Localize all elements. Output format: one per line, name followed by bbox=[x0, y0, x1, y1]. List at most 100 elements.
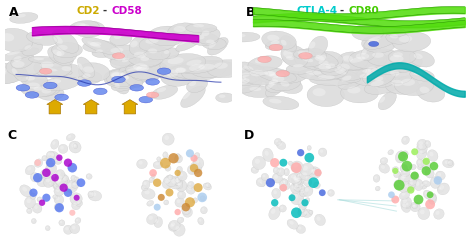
Ellipse shape bbox=[71, 175, 76, 181]
Ellipse shape bbox=[186, 184, 195, 194]
Ellipse shape bbox=[265, 73, 301, 91]
Ellipse shape bbox=[186, 149, 194, 158]
Ellipse shape bbox=[47, 160, 50, 163]
FancyArrow shape bbox=[122, 100, 138, 114]
Ellipse shape bbox=[110, 32, 132, 45]
Ellipse shape bbox=[315, 55, 327, 61]
Ellipse shape bbox=[297, 178, 300, 181]
Ellipse shape bbox=[144, 182, 147, 185]
Ellipse shape bbox=[62, 175, 69, 181]
Ellipse shape bbox=[177, 183, 180, 186]
Ellipse shape bbox=[182, 92, 191, 99]
Ellipse shape bbox=[252, 156, 265, 170]
Ellipse shape bbox=[56, 204, 59, 207]
Ellipse shape bbox=[22, 187, 27, 191]
Ellipse shape bbox=[25, 92, 39, 98]
Ellipse shape bbox=[67, 163, 77, 173]
Ellipse shape bbox=[392, 196, 399, 204]
Ellipse shape bbox=[110, 55, 140, 66]
Ellipse shape bbox=[309, 51, 343, 69]
Ellipse shape bbox=[445, 161, 449, 164]
Ellipse shape bbox=[46, 163, 56, 174]
Ellipse shape bbox=[165, 165, 171, 171]
Ellipse shape bbox=[272, 76, 284, 82]
Ellipse shape bbox=[148, 26, 187, 46]
Ellipse shape bbox=[129, 36, 150, 55]
Ellipse shape bbox=[236, 70, 263, 83]
Ellipse shape bbox=[399, 191, 410, 199]
Ellipse shape bbox=[179, 56, 223, 74]
Ellipse shape bbox=[157, 157, 161, 161]
Ellipse shape bbox=[189, 81, 196, 86]
Ellipse shape bbox=[404, 152, 406, 154]
Ellipse shape bbox=[298, 174, 301, 176]
Ellipse shape bbox=[429, 152, 434, 156]
Ellipse shape bbox=[265, 76, 292, 93]
Ellipse shape bbox=[43, 171, 47, 175]
Ellipse shape bbox=[140, 56, 149, 61]
Ellipse shape bbox=[281, 36, 297, 52]
Ellipse shape bbox=[397, 180, 409, 192]
Ellipse shape bbox=[315, 214, 326, 226]
Ellipse shape bbox=[189, 64, 205, 71]
Ellipse shape bbox=[153, 161, 163, 169]
Ellipse shape bbox=[361, 49, 367, 55]
Ellipse shape bbox=[294, 178, 299, 182]
Ellipse shape bbox=[207, 60, 246, 78]
Ellipse shape bbox=[297, 149, 304, 156]
Ellipse shape bbox=[403, 138, 406, 141]
Ellipse shape bbox=[235, 75, 257, 86]
Ellipse shape bbox=[37, 177, 48, 187]
Ellipse shape bbox=[29, 189, 37, 197]
Ellipse shape bbox=[182, 203, 190, 212]
Ellipse shape bbox=[91, 192, 96, 196]
Ellipse shape bbox=[36, 86, 64, 100]
Ellipse shape bbox=[276, 70, 290, 77]
Ellipse shape bbox=[96, 49, 103, 53]
Ellipse shape bbox=[71, 182, 79, 188]
Ellipse shape bbox=[162, 179, 173, 189]
Ellipse shape bbox=[305, 198, 310, 203]
Ellipse shape bbox=[175, 226, 180, 231]
Ellipse shape bbox=[412, 204, 416, 208]
Ellipse shape bbox=[168, 175, 173, 180]
Ellipse shape bbox=[56, 154, 63, 161]
Ellipse shape bbox=[28, 56, 59, 64]
Ellipse shape bbox=[296, 225, 306, 234]
Ellipse shape bbox=[264, 71, 275, 76]
Ellipse shape bbox=[52, 141, 55, 145]
Ellipse shape bbox=[294, 177, 298, 181]
Ellipse shape bbox=[168, 23, 202, 40]
Ellipse shape bbox=[88, 191, 102, 201]
Ellipse shape bbox=[16, 14, 26, 18]
Ellipse shape bbox=[57, 171, 61, 175]
Ellipse shape bbox=[145, 190, 150, 194]
Ellipse shape bbox=[171, 65, 201, 78]
Ellipse shape bbox=[106, 69, 137, 87]
Ellipse shape bbox=[419, 166, 421, 167]
Ellipse shape bbox=[20, 79, 57, 97]
Ellipse shape bbox=[69, 141, 81, 153]
Ellipse shape bbox=[86, 174, 92, 179]
Ellipse shape bbox=[37, 197, 42, 202]
Ellipse shape bbox=[394, 171, 401, 178]
Ellipse shape bbox=[272, 188, 281, 199]
Ellipse shape bbox=[298, 51, 305, 54]
Ellipse shape bbox=[308, 177, 319, 188]
Ellipse shape bbox=[293, 176, 297, 181]
Ellipse shape bbox=[235, 34, 246, 37]
Ellipse shape bbox=[181, 86, 205, 107]
Ellipse shape bbox=[274, 168, 277, 171]
Ellipse shape bbox=[361, 46, 376, 61]
Ellipse shape bbox=[269, 44, 283, 51]
Ellipse shape bbox=[174, 155, 182, 163]
Ellipse shape bbox=[242, 67, 285, 85]
Ellipse shape bbox=[279, 178, 290, 190]
Ellipse shape bbox=[278, 169, 281, 173]
Ellipse shape bbox=[194, 35, 204, 39]
Ellipse shape bbox=[72, 226, 75, 229]
Ellipse shape bbox=[305, 180, 308, 183]
Ellipse shape bbox=[309, 210, 313, 214]
Ellipse shape bbox=[438, 186, 444, 192]
Ellipse shape bbox=[154, 204, 161, 211]
